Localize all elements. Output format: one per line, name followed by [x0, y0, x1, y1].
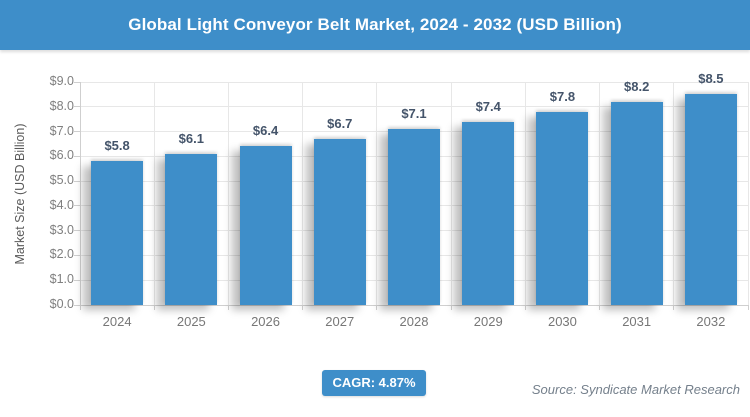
- x-axis-tick: [227, 305, 229, 310]
- y-axis-tick: [74, 304, 80, 306]
- x-tick-label: 2030: [547, 314, 577, 329]
- x-axis-tick: [79, 305, 81, 310]
- bar-value-label: $8.2: [624, 78, 650, 94]
- gridline-vertical: [376, 82, 378, 305]
- bar: [536, 111, 589, 305]
- x-tick-label: 2025: [176, 314, 206, 329]
- y-axis-tick: [74, 106, 80, 108]
- bar-value-label: $7.8: [549, 88, 576, 104]
- y-tick-label: $3.0: [49, 222, 74, 237]
- x-axis-tick: [673, 305, 675, 310]
- gridline-vertical: [153, 82, 155, 305]
- bar-value-label: $5.8: [104, 138, 130, 154]
- x-tick-label: 2029: [473, 314, 503, 329]
- y-axis-tick: [74, 155, 80, 157]
- bar-value-label: $6.1: [178, 130, 204, 146]
- y-axis-tick: [74, 180, 80, 182]
- y-tick-label: $2.0: [49, 247, 74, 262]
- x-axis-tick: [302, 305, 304, 310]
- bar-value-label: $7.1: [401, 106, 427, 122]
- bar: [313, 138, 366, 305]
- gridline-vertical: [747, 82, 749, 305]
- y-axis-line: [79, 82, 81, 305]
- y-tick-label: $6.0: [49, 148, 74, 163]
- y-axis-tick: [74, 254, 80, 256]
- chart-title-bar: Global Light Conveyor Belt Market, 2024 …: [0, 0, 750, 50]
- gridline-vertical: [302, 82, 304, 305]
- x-axis-line: [80, 304, 748, 306]
- bar-value-label: $6.4: [252, 123, 279, 139]
- bar-value-label: $8.5: [698, 71, 724, 87]
- x-tick-label: 2028: [399, 314, 429, 329]
- chart-title: Global Light Conveyor Belt Market, 2024 …: [128, 15, 622, 34]
- y-axis-tick: [74, 81, 80, 83]
- bar: [462, 121, 515, 305]
- y-tick-label: $7.0: [49, 123, 74, 138]
- x-axis-tick: [376, 305, 378, 310]
- y-axis-title: Market Size (USD Billion): [13, 123, 27, 265]
- x-tick-label: 2026: [251, 314, 280, 329]
- bar: [239, 146, 292, 305]
- gridline-horizontal: [80, 106, 748, 108]
- gridline-vertical: [227, 82, 229, 305]
- y-tick-label: $5.0: [49, 173, 74, 188]
- gridline-vertical: [673, 82, 675, 305]
- bar: [91, 161, 144, 305]
- y-tick-label: $8.0: [49, 98, 74, 113]
- bar-value-label: $6.7: [327, 115, 353, 131]
- y-tick-label: $9.0: [49, 74, 74, 88]
- y-tick-label: $1.0: [49, 272, 74, 287]
- gridline-horizontal: [80, 81, 748, 83]
- x-tick-label: 2032: [696, 314, 726, 329]
- y-axis-tick: [74, 230, 80, 232]
- y-axis-tick: [74, 279, 80, 281]
- x-axis-tick: [524, 305, 526, 310]
- x-axis-tick: [153, 305, 155, 310]
- bar: [684, 94, 737, 305]
- y-tick-label: $0.0: [49, 297, 74, 311]
- bar: [165, 153, 218, 305]
- x-tick-label: 2024: [102, 314, 132, 329]
- y-axis-tick: [74, 131, 80, 133]
- bar: [388, 129, 440, 305]
- x-tick-label: 2031: [622, 314, 652, 329]
- x-axis-tick: [450, 305, 452, 310]
- gridline-vertical: [599, 82, 601, 305]
- y-tick-label: $4.0: [49, 197, 74, 212]
- x-tick-label: 2027: [325, 314, 355, 329]
- y-axis-tick: [74, 205, 80, 207]
- gridline-vertical: [450, 82, 452, 305]
- cagr-badge: CAGR: 4.87%: [322, 370, 426, 396]
- x-axis-tick: [747, 305, 749, 310]
- bar: [610, 101, 663, 305]
- x-axis-tick: [599, 305, 601, 310]
- gridline-vertical: [524, 82, 526, 305]
- source-attribution: Source: Syndicate Market Research: [531, 382, 740, 397]
- bar-value-label: $7.4: [475, 98, 501, 114]
